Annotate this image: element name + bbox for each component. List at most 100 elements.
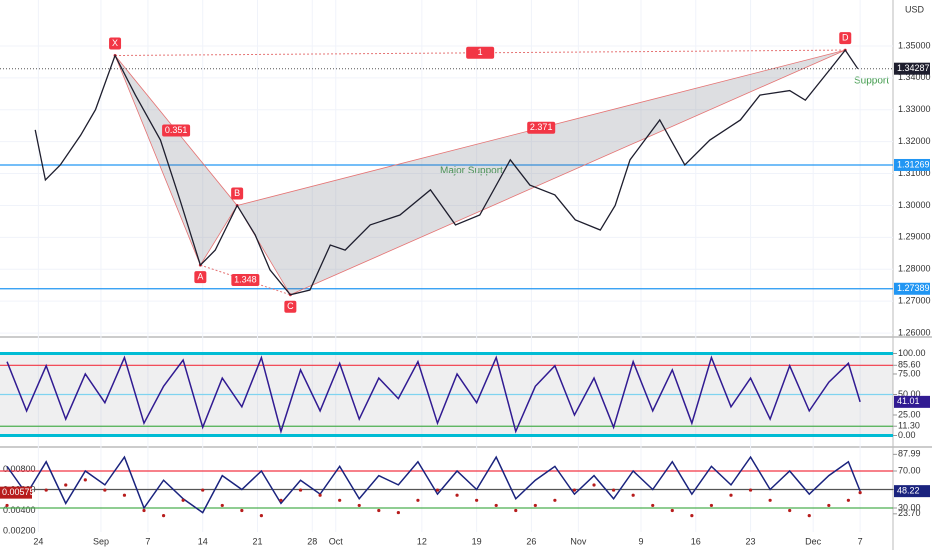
dot [827,503,831,508]
dot [611,488,616,492]
last-value-label: 41.01 [897,396,920,406]
ratio-box [466,46,495,59]
dot [553,498,557,502]
dot [768,498,772,502]
dot [338,498,342,502]
dot [103,488,107,492]
point-label: X [112,38,118,48]
y-tick-label: 1.27000 [898,296,931,306]
y-tick-label: 1.29000 [898,232,931,242]
y-tick-label: 1.34000 [898,72,931,82]
x-tick-label: 26 [526,536,536,546]
y-tick-label: 23.70 [898,508,921,518]
last-value-label: 48.22 [897,486,920,496]
x-tick-label: 21 [252,536,262,546]
x-tick-label: 12 [417,536,427,546]
y-tick-label: 87.99 [898,449,921,459]
dot [318,493,322,497]
y-tick-label: 25.00 [898,409,921,419]
y-tick-label: 0.00400 [3,505,36,515]
dot [846,498,850,502]
point-box [109,37,122,50]
y-tick-label: 50.00 [898,389,921,399]
dot [377,508,381,513]
dot [858,491,862,495]
dot [651,503,655,508]
y-tick-label: 75.00 [898,368,921,378]
x-tick-label: 28 [307,536,317,546]
y-tick-label: 0.00 [898,430,916,440]
dot [201,488,205,492]
ratio-label: 2.371 [530,122,553,132]
dot [220,503,224,508]
x-tick-label: 23 [746,536,756,546]
series-line [6,355,861,435]
last-value-box [894,395,930,408]
x-tick-label: 14 [198,536,208,546]
level-box [894,282,930,295]
x-tick-label: Dec [805,536,822,546]
ratio-label: 1.348 [234,274,257,284]
annotation: Support [854,76,889,87]
dot [259,514,264,518]
dot [729,493,733,497]
dot [670,508,674,513]
y-tick-label: 30.00 [898,502,921,512]
y-tick-label: 70.00 [898,465,921,475]
annotation: Major Support [440,166,503,177]
y-tick-label: 1.35000 [898,40,931,50]
currency: USD [905,4,925,14]
dot [181,498,185,502]
dot [631,493,635,497]
dot [416,498,420,502]
dot [475,498,479,502]
dot [142,508,146,513]
dot [807,514,811,518]
series-line [34,48,859,296]
y-tick-label: 1.26000 [898,327,931,337]
dot [748,488,753,492]
last-value-label: 0.00575 [2,487,35,497]
y-tick-label: 11.30 [898,421,920,431]
level-box [894,158,930,171]
y-tick-label: 85.60 [898,360,921,370]
level-label: 1.31269 [897,159,930,169]
dot [83,478,87,482]
y-tick-label: 1.32000 [898,136,931,146]
point-box [231,187,244,200]
last-value-box [894,62,930,75]
last-value-label: 1.34287 [897,63,930,73]
x-tick-label: 7 [145,536,150,546]
x-tick-label: 19 [472,536,482,546]
dot [396,510,400,515]
point-label: A [197,272,203,282]
y-tick-label: 1.30000 [898,200,931,210]
dot [455,493,459,497]
x-tick-label: 9 [638,536,643,546]
x-tick-label: Sep [93,536,109,546]
y-tick-label: 100.00 [898,348,926,358]
ratio-label: 0.351 [165,125,188,135]
dot [592,483,596,487]
dot [788,508,792,513]
y-tick-label: 0.00800 [3,464,36,474]
y-tick-label: 0.00200 [3,525,36,535]
dot [690,514,694,518]
y-tick-label: 1.31000 [898,168,931,178]
dot [533,503,537,508]
dot [435,488,440,492]
dot [5,503,9,508]
dot [161,514,166,518]
last-value-box [0,486,32,499]
ratio-box [527,121,556,134]
dot [240,508,244,513]
dot [44,488,48,492]
x-tick-label: 16 [691,536,701,546]
y-tick-label: 1.33000 [898,104,931,114]
x-tick-label: 24 [33,536,43,546]
point-label: D [842,32,849,42]
point-box [839,32,852,45]
x-tick-label: Oct [329,536,344,546]
